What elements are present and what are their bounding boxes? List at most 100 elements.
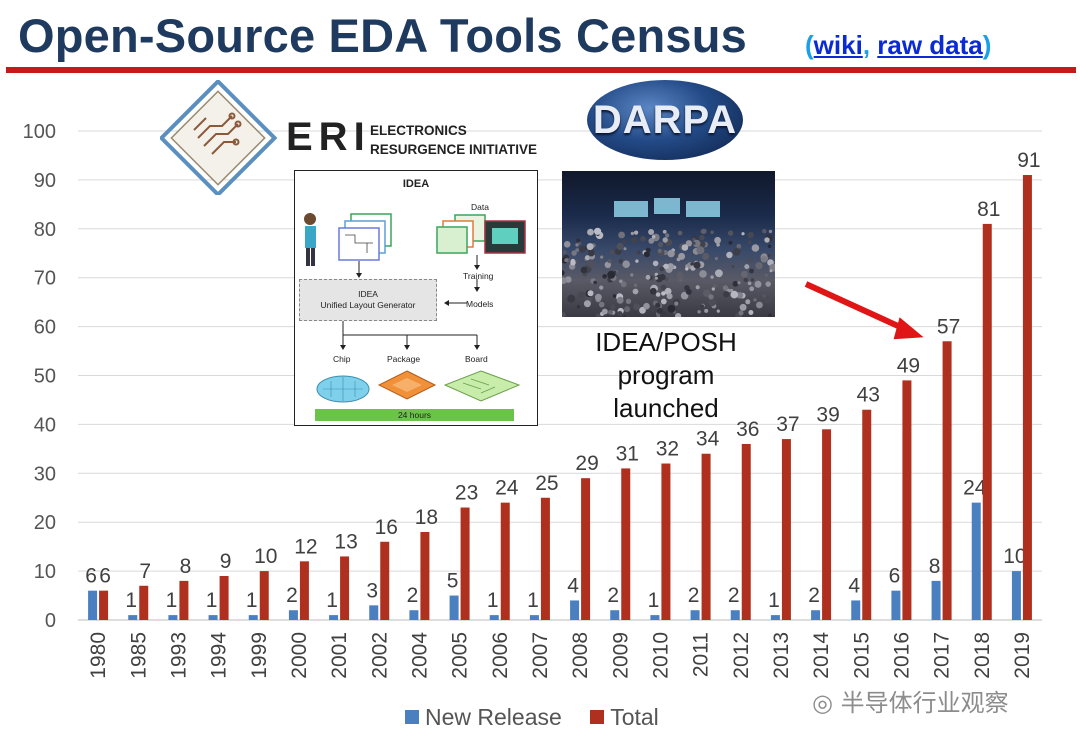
crowd-head (622, 239, 627, 244)
wechat-icon: ◎ (812, 689, 833, 717)
crowd-head (633, 303, 640, 311)
darpa-logo: DARPA (587, 80, 743, 160)
bar-total (179, 580, 189, 620)
crowd-head (693, 261, 701, 269)
bar-new-release (770, 615, 780, 620)
crowd-head (652, 260, 659, 267)
crowd-head (665, 233, 670, 238)
bar-total (500, 502, 510, 620)
crowd-head (598, 301, 605, 308)
y-tick-label: 70 (34, 268, 56, 290)
x-tick-label: 2004 (408, 632, 431, 679)
crowd-head (648, 229, 655, 235)
crowd-head (618, 231, 625, 239)
y-tick-label: 0 (45, 610, 56, 632)
crowd-head (676, 271, 684, 279)
crowd-head (588, 250, 595, 257)
crowd-head (740, 270, 748, 278)
crowd-head (731, 264, 735, 269)
crowd-head (685, 288, 692, 295)
crowd-head (578, 291, 585, 299)
crowd-head (697, 310, 701, 314)
crowd-head (666, 293, 673, 300)
crowd-head (667, 263, 675, 271)
crowd-head (563, 241, 571, 248)
data-label-new-release: 2 (607, 584, 619, 607)
data-label-new-release: 2 (728, 584, 740, 607)
paren-close: ) (982, 30, 992, 60)
crowd-head (704, 308, 709, 313)
crowd-head (664, 287, 672, 295)
crowd-head (708, 294, 714, 300)
training-label: Training (463, 271, 494, 281)
bar-new-release (650, 615, 660, 620)
crowd-head (674, 301, 679, 306)
data-label-total: 91 (1017, 149, 1040, 172)
photo-screen-left (614, 201, 648, 217)
crowd-head (617, 311, 623, 317)
wiki-link[interactable]: wiki (813, 30, 863, 60)
raw-data-link[interactable]: raw data (877, 30, 983, 60)
crowd-head (737, 281, 741, 285)
x-tick-label: 2013 (770, 632, 793, 679)
x-tick-label: 1994 (208, 632, 231, 679)
crowd-head (667, 304, 676, 313)
paren-open: ( (805, 30, 814, 60)
crowd-head (595, 293, 602, 301)
crowd-head (586, 243, 594, 251)
photo-screen-center (654, 198, 680, 214)
bar-total (380, 541, 390, 620)
data-label-new-release: 3 (366, 579, 378, 602)
package-label: Package (387, 354, 421, 364)
bar-total (99, 590, 109, 620)
bar-new-release (88, 590, 98, 620)
crowd-head (584, 255, 591, 261)
data-label-new-release: 8 (929, 555, 941, 578)
crowd-head (649, 287, 657, 295)
crowd-head (571, 250, 577, 256)
crowd-head (576, 238, 581, 243)
crowd-head (747, 231, 754, 239)
bar-total (219, 575, 229, 620)
crowd-head (744, 264, 750, 270)
bar-new-release (128, 615, 138, 620)
crowd-head (703, 289, 711, 297)
x-tick-label: 2012 (730, 632, 753, 679)
bar-total (139, 585, 149, 620)
crowd-head (747, 240, 752, 244)
crowd-head (749, 268, 754, 274)
crowd-head (620, 281, 627, 288)
hours-bar: 24 hours (315, 409, 514, 421)
caption-line3: launched (613, 393, 719, 423)
crowd-head (745, 299, 751, 305)
caption-line1: IDEA/POSH (595, 327, 737, 357)
crowd-head (708, 298, 717, 307)
data-label-total: 10 (254, 545, 277, 568)
data-label-total: 13 (334, 530, 357, 553)
crowd-head (651, 308, 656, 313)
idea-diagram: IDEA (294, 170, 538, 426)
crowd-head (700, 304, 705, 309)
x-tick-label: 2018 (971, 632, 994, 679)
x-tick-label: 2015 (850, 632, 873, 679)
y-tick-label: 100 (23, 121, 56, 143)
crowd-head (690, 262, 694, 266)
caption-line2: program (617, 360, 715, 390)
y-tick-label: 20 (34, 512, 56, 534)
board-icon (443, 370, 521, 402)
crowd-head (587, 290, 594, 297)
crowd-head (655, 292, 661, 297)
crowd-head (730, 290, 739, 299)
bar-total (420, 531, 430, 620)
crowd-head (667, 249, 675, 258)
bar-total (701, 453, 711, 620)
x-tick-label: 2014 (810, 632, 833, 679)
x-tick-label: 1985 (127, 632, 150, 679)
crowd-head (564, 258, 569, 263)
header-links: (wiki, raw data) (805, 30, 991, 61)
crowd-head (764, 273, 768, 277)
crowd-graphic (562, 227, 775, 317)
x-tick-label: 2006 (489, 632, 512, 679)
crowd-head (696, 246, 705, 255)
crowd-head (769, 269, 773, 273)
